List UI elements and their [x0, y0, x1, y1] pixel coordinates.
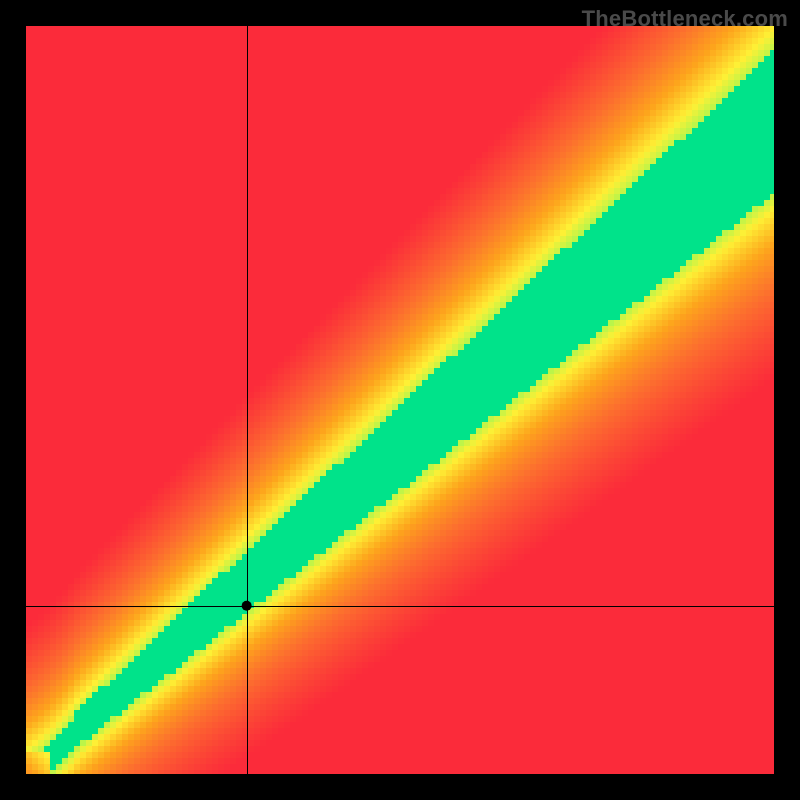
heatmap-canvas — [0, 0, 800, 800]
watermark-text: TheBottleneck.com — [582, 6, 788, 32]
chart-container: TheBottleneck.com — [0, 0, 800, 800]
